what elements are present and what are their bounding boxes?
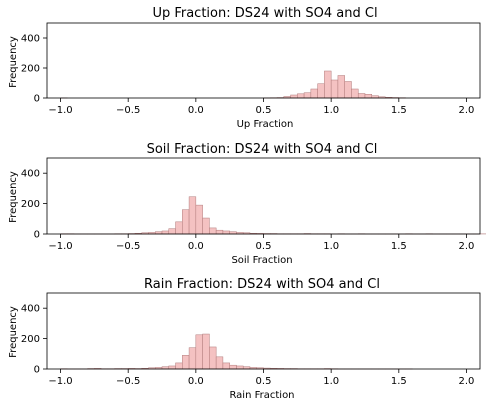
histogram-bar [168, 228, 176, 235]
axes-frame [46, 157, 481, 235]
x-tick-label: −0.5 [116, 105, 140, 116]
x-tick-label: −1.0 [48, 376, 72, 387]
chart-title: Soil Fraction: DS24 with SO4 and Cl [147, 142, 378, 157]
ticks-group: −1.0 −0.5 0.0 0.5 1.0 1.5 2.0 0 200 400 [21, 169, 475, 252]
bars-group [60, 333, 413, 370]
x-tick-label: 2.0 [459, 105, 475, 116]
histogram-bar [209, 346, 217, 370]
histogram-bar [215, 356, 224, 370]
histogram-bar [175, 221, 183, 235]
histogram-bar [188, 196, 197, 235]
histogram-bar [337, 75, 345, 99]
y-tick-label: 0 [34, 94, 40, 105]
x-tick-label: 0.0 [188, 105, 204, 116]
x-tick-label: 0.0 [188, 376, 204, 387]
y-tick-label: 200 [21, 64, 40, 75]
y-tick-label: 400 [21, 34, 40, 45]
histogram-bar [330, 79, 339, 99]
y-tick-label: 200 [21, 334, 40, 345]
chart-title: Up Fraction: DS24 with SO4 and Cl [152, 6, 377, 21]
x-tick-label: 1.5 [391, 105, 407, 116]
histogram-bar [182, 209, 190, 235]
x-tick-label: 1.0 [323, 241, 339, 252]
x-tick-label: 2.0 [459, 241, 475, 252]
panel-soil-fraction: Soil Fraction: DS24 with SO4 and Cl Freq… [8, 142, 486, 266]
bars-group [60, 196, 486, 235]
y-tick-label: 0 [34, 365, 40, 376]
histogram-bar [229, 364, 237, 370]
x-tick-label: 1.0 [323, 376, 339, 387]
histogram-bar [175, 362, 183, 370]
y-axis-label: Frequency [8, 171, 19, 223]
x-tick-label: −1.0 [48, 105, 72, 116]
panel-up-fraction: Up Fraction: DS24 with SO4 and Cl Freque… [8, 6, 481, 130]
x-axis-label: Up Fraction [237, 119, 294, 130]
histogram-bar [222, 230, 230, 235]
panel-rain-fraction: Rain Fraction: DS24 with SO4 and Cl Freq… [8, 277, 481, 401]
histogram-bar [351, 88, 359, 99]
histogram-bar [290, 94, 298, 99]
histogram-bar [357, 93, 366, 99]
x-tick-label: −0.5 [116, 241, 140, 252]
histogram-bar [195, 334, 203, 370]
histogram-bar [168, 365, 176, 370]
histogram-bar [202, 217, 210, 235]
x-tick-label: −0.5 [116, 376, 140, 387]
y-tick-label: 200 [21, 199, 40, 210]
x-tick-label: 0.5 [256, 105, 272, 116]
y-axis-label: Frequency [8, 36, 19, 88]
histogram-bar [236, 365, 244, 370]
chart-title: Rain Fraction: DS24 with SO4 and Cl [144, 277, 380, 292]
x-tick-label: 0.5 [256, 241, 272, 252]
y-axis-label: Frequency [8, 306, 19, 358]
x-tick-label: 0.5 [256, 376, 272, 387]
bars-group [60, 70, 406, 99]
y-tick-label: 0 [34, 230, 40, 241]
ticks-group: −1.0 −0.5 0.0 0.5 1.0 1.5 2.0 0 200 400 [21, 304, 475, 387]
x-tick-label: 1.0 [323, 105, 339, 116]
axes-frame [46, 22, 481, 99]
x-tick-label: −1.0 [48, 241, 72, 252]
histogram-bar [324, 70, 332, 99]
histogram-bar [364, 94, 373, 99]
x-tick-label: 2.0 [459, 376, 475, 387]
x-tick-label: 1.5 [391, 241, 407, 252]
ticks-group: −1.0 −0.5 0.0 0.5 1.0 1.5 2.0 0 200 400 [21, 34, 475, 117]
histogram-bar [215, 229, 224, 235]
y-tick-label: 400 [21, 169, 40, 180]
histogram-bar [209, 227, 217, 235]
histogram-bar [202, 333, 210, 370]
axes-frame [46, 292, 481, 370]
x-axis-label: Soil Fraction [231, 255, 292, 266]
histogram-bar [182, 355, 190, 370]
x-axis-label: Rain Fraction [229, 390, 294, 401]
x-tick-label: 1.5 [391, 376, 407, 387]
histogram-bar [188, 347, 197, 370]
histogram-bar [310, 88, 318, 99]
histogram-bar [317, 83, 325, 99]
histogram-bar [195, 204, 203, 235]
histogram-bar [344, 81, 352, 99]
y-tick-label: 400 [21, 304, 40, 315]
histogram-bar [222, 362, 230, 370]
x-tick-label: 0.0 [188, 241, 204, 252]
histogram-bar [161, 230, 170, 235]
histogram-bar [297, 93, 305, 99]
histogram-bar [303, 92, 312, 99]
